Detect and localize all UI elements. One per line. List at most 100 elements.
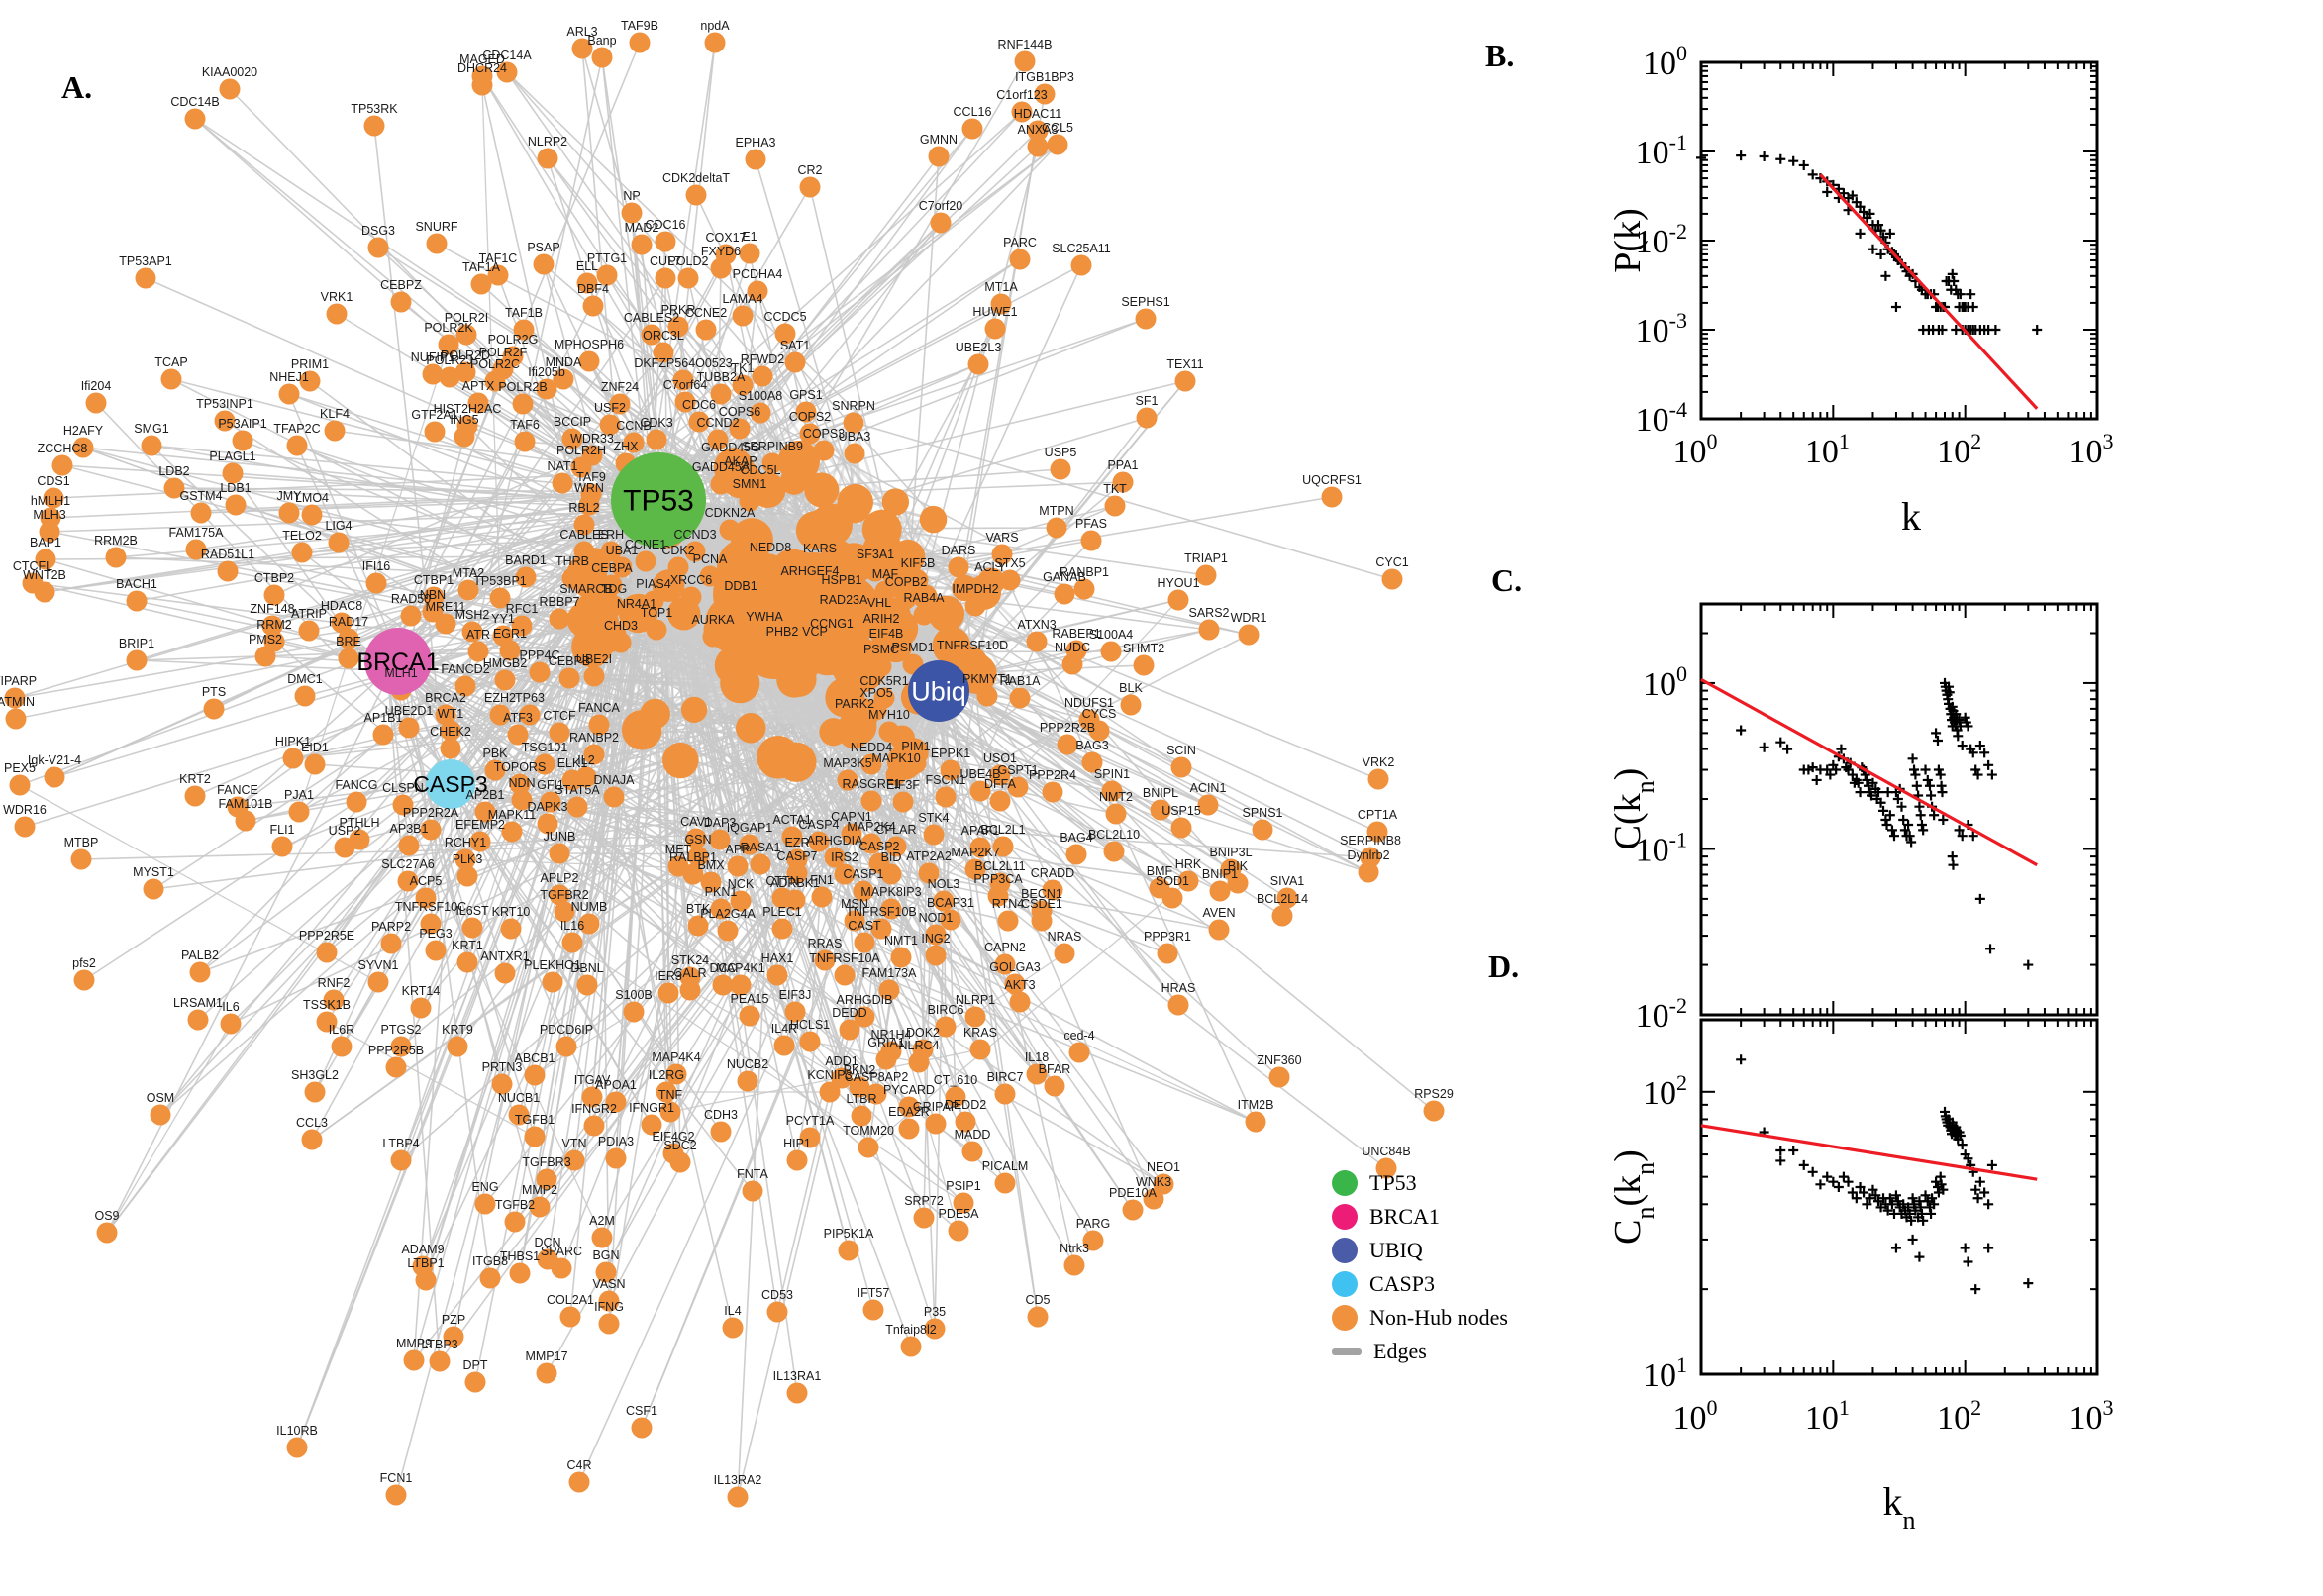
network-node-label: RNF144B bbox=[998, 38, 1053, 51]
network-node-label: COPS6 bbox=[719, 405, 760, 419]
network-node bbox=[1208, 919, 1230, 941]
network-node-label: TEX11 bbox=[1166, 357, 1203, 371]
network-node-label: POLR2K bbox=[424, 321, 473, 335]
network-node-label: SPNS1 bbox=[1243, 806, 1283, 820]
network-node-label: WDR1 bbox=[1231, 611, 1267, 625]
network-node-label: BAP1 bbox=[30, 536, 61, 549]
tick-label: 103 bbox=[2070, 1395, 2114, 1437]
network-node-label: ARHGEF4 bbox=[780, 564, 839, 578]
network-node bbox=[727, 1486, 749, 1508]
network-node-label: HDAC11 bbox=[1014, 107, 1061, 121]
network-node bbox=[1026, 1063, 1048, 1085]
network-node-label: PCYT1A bbox=[786, 1114, 835, 1128]
network-node bbox=[984, 318, 1006, 340]
network-node-label: RAD50 bbox=[391, 592, 431, 606]
network-node-label: GSPT1 bbox=[998, 763, 1039, 777]
network-node bbox=[331, 1036, 353, 1057]
network-node bbox=[710, 898, 732, 920]
network-node bbox=[610, 632, 632, 653]
network-node bbox=[1034, 83, 1056, 105]
network-node bbox=[870, 655, 892, 677]
network-node bbox=[885, 836, 907, 857]
network-node-label: AP2B1 bbox=[466, 788, 505, 802]
network-node bbox=[799, 176, 821, 198]
network-node-label: MSH2 bbox=[455, 608, 490, 622]
network-node-label: UBE2L3 bbox=[956, 341, 1002, 354]
network-node-label: MAP4K4 bbox=[652, 1050, 700, 1064]
network-node-label: IRS2 bbox=[831, 850, 858, 864]
network-node bbox=[623, 1001, 645, 1023]
network-node-label: EGR1 bbox=[493, 627, 527, 641]
network-node bbox=[454, 361, 476, 383]
network-node bbox=[685, 184, 707, 206]
network-node-label: POLR2I bbox=[445, 311, 488, 325]
network-node bbox=[512, 393, 534, 415]
network-node-label: BFAR bbox=[1039, 1062, 1071, 1076]
network-node-label: TIPARP bbox=[0, 674, 37, 688]
network-node bbox=[667, 556, 689, 578]
network-node-label: ING5 bbox=[450, 413, 478, 427]
network-node-label: LTBR bbox=[846, 1092, 876, 1106]
network-node-label: KRT14 bbox=[402, 984, 441, 998]
network-node bbox=[454, 426, 475, 448]
network-node-label: PDIA3 bbox=[598, 1135, 634, 1148]
network-node bbox=[499, 640, 521, 661]
network-node bbox=[626, 610, 648, 632]
network-node-label: SF1 bbox=[1136, 394, 1159, 408]
network-node-label: HRK bbox=[1175, 857, 1202, 871]
network-node bbox=[143, 878, 164, 900]
network-node-label: CALR bbox=[673, 966, 706, 980]
network-node-label: PRTN3 bbox=[482, 1060, 523, 1074]
network-node-label: RABEP1 bbox=[1052, 627, 1100, 641]
network-node-label: RNF2 bbox=[318, 976, 351, 990]
network-node bbox=[737, 1070, 758, 1092]
network-node-label: CEBPB bbox=[549, 654, 590, 668]
network-node-label: IL6R bbox=[329, 1023, 354, 1037]
network-node-label: DBF4 bbox=[577, 282, 609, 296]
network-node bbox=[461, 621, 483, 643]
network-node-label: SOD1 bbox=[1156, 874, 1189, 888]
network-node-label: DAP3 bbox=[704, 816, 737, 830]
network-node bbox=[969, 837, 991, 858]
network-node-label: RALBP1 bbox=[669, 850, 717, 864]
network-node bbox=[933, 890, 955, 912]
network-node-label: CASP7 bbox=[777, 849, 818, 863]
network-node bbox=[819, 1081, 841, 1103]
network-node-label: MT1A bbox=[984, 280, 1018, 294]
network-node bbox=[1081, 751, 1103, 773]
network-node-label: FSCN1 bbox=[926, 773, 966, 787]
network-node bbox=[1167, 589, 1189, 611]
network-node-label: POLR2D bbox=[441, 349, 490, 362]
network-node bbox=[781, 826, 803, 848]
edge-icon bbox=[1332, 1347, 1362, 1355]
network-node bbox=[969, 1039, 991, 1060]
network-node bbox=[556, 1036, 577, 1057]
network-node-label: TOP1 bbox=[641, 606, 672, 620]
network-node bbox=[621, 202, 643, 224]
network-node bbox=[596, 264, 618, 286]
network-node bbox=[549, 843, 570, 864]
network-node bbox=[299, 370, 321, 392]
network-node bbox=[892, 791, 914, 813]
network-node-label: MTA2 bbox=[453, 566, 484, 580]
network-node-label: GADD45A bbox=[692, 460, 751, 474]
network-node bbox=[496, 61, 518, 83]
network-node bbox=[576, 974, 598, 996]
network-node bbox=[524, 1064, 546, 1086]
network-node bbox=[301, 504, 323, 526]
network-node-label: PLEKHO1 bbox=[524, 958, 581, 972]
network-node bbox=[575, 766, 597, 788]
network-node bbox=[687, 915, 709, 937]
network-node bbox=[844, 910, 865, 932]
network-node-label: PYCARD bbox=[883, 1083, 935, 1097]
network-node-label: MMP17 bbox=[525, 1349, 567, 1363]
network-node-label: COPS3 bbox=[803, 427, 845, 441]
network-node-label: DBNL bbox=[570, 961, 603, 975]
network-node-label: PKN1 bbox=[705, 885, 738, 899]
network-node-label: FANCE bbox=[217, 783, 258, 797]
network-node-label: S100B bbox=[615, 988, 653, 1002]
network-node-label: ENG bbox=[471, 1180, 498, 1194]
network-node-label: CABLES2 bbox=[624, 311, 679, 325]
network-node-label: ARL3 bbox=[566, 25, 597, 39]
network-node-label: ACLY bbox=[974, 560, 1006, 574]
